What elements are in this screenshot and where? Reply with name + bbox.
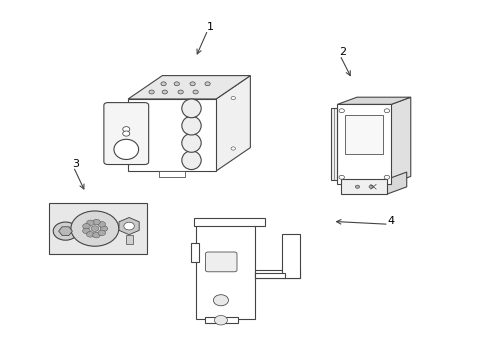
Circle shape bbox=[338, 175, 344, 179]
Polygon shape bbox=[255, 273, 284, 278]
Circle shape bbox=[93, 232, 100, 238]
Ellipse shape bbox=[182, 116, 201, 135]
Ellipse shape bbox=[182, 134, 201, 152]
Circle shape bbox=[384, 109, 389, 113]
Ellipse shape bbox=[114, 139, 138, 159]
Circle shape bbox=[178, 90, 183, 94]
Circle shape bbox=[384, 175, 389, 179]
Polygon shape bbox=[386, 172, 406, 194]
Polygon shape bbox=[59, 227, 72, 235]
Circle shape bbox=[53, 222, 78, 240]
Circle shape bbox=[93, 219, 100, 225]
Polygon shape bbox=[337, 97, 410, 104]
Text: 3: 3 bbox=[72, 159, 79, 169]
Circle shape bbox=[71, 211, 119, 246]
Bar bbox=[345, 116, 382, 153]
Circle shape bbox=[230, 147, 235, 150]
FancyBboxPatch shape bbox=[205, 252, 237, 272]
Ellipse shape bbox=[182, 151, 201, 170]
Circle shape bbox=[100, 226, 107, 231]
FancyBboxPatch shape bbox=[103, 103, 148, 165]
Circle shape bbox=[368, 185, 372, 188]
Polygon shape bbox=[128, 76, 250, 99]
Polygon shape bbox=[119, 217, 139, 235]
Circle shape bbox=[230, 96, 235, 100]
Circle shape bbox=[82, 224, 90, 229]
Circle shape bbox=[98, 230, 105, 236]
Bar bbox=[330, 108, 337, 180]
Bar bbox=[196, 224, 255, 319]
Bar bbox=[190, 243, 199, 262]
Circle shape bbox=[213, 295, 228, 306]
Text: 2: 2 bbox=[338, 47, 345, 57]
Bar bbox=[255, 270, 300, 278]
Bar bbox=[125, 235, 132, 244]
Circle shape bbox=[123, 222, 134, 230]
Bar bbox=[128, 99, 216, 171]
Ellipse shape bbox=[182, 99, 201, 118]
Polygon shape bbox=[216, 76, 250, 171]
Circle shape bbox=[149, 90, 154, 94]
Circle shape bbox=[98, 221, 105, 227]
Circle shape bbox=[189, 82, 195, 86]
Bar bbox=[194, 218, 264, 226]
Bar bbox=[159, 171, 185, 177]
Circle shape bbox=[82, 228, 90, 234]
Circle shape bbox=[338, 109, 344, 113]
Polygon shape bbox=[282, 234, 300, 278]
Bar bbox=[204, 317, 237, 323]
Circle shape bbox=[355, 185, 359, 188]
Text: 4: 4 bbox=[387, 216, 394, 226]
Circle shape bbox=[193, 90, 198, 94]
Circle shape bbox=[204, 82, 210, 86]
Circle shape bbox=[86, 220, 94, 226]
Bar bbox=[341, 179, 386, 194]
Circle shape bbox=[174, 82, 179, 86]
Circle shape bbox=[122, 131, 129, 136]
Polygon shape bbox=[390, 97, 410, 184]
Circle shape bbox=[122, 127, 129, 132]
Circle shape bbox=[91, 226, 99, 231]
Text: 1: 1 bbox=[206, 22, 213, 32]
Circle shape bbox=[86, 231, 94, 237]
Circle shape bbox=[161, 82, 166, 86]
Bar bbox=[337, 104, 390, 184]
Bar bbox=[49, 203, 146, 254]
Circle shape bbox=[214, 315, 227, 325]
Circle shape bbox=[162, 90, 167, 94]
